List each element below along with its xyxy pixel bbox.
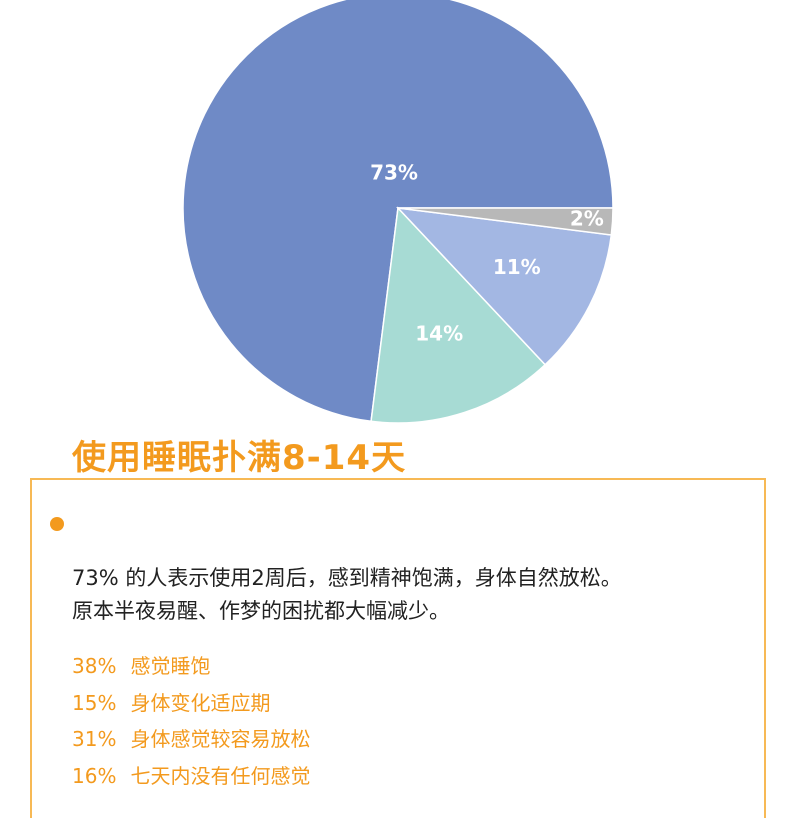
stat-label: 七天内没有任何感觉 [130,763,311,788]
pie-slice-3 [396,206,613,366]
stat-item: 16% 七天内没有任何感觉 [72,758,310,795]
stat-item: 38% 感觉睡饱 [72,648,310,685]
pie-slice-label-1: 73% [370,161,418,185]
summary-line-2: 原本半夜易醒、作梦的困扰都大幅减少。 [72,599,450,623]
stat-percent: 15% [72,690,117,715]
stat-label: 身体变化适应期 [130,690,271,715]
pie-slice-1 [182,0,614,423]
pie-slice-label-3: 11% [493,255,541,279]
stat-item: 15% 身体变化适应期 [72,685,310,722]
summary-text: 73% 的人表示使用2周后，感到精神饱满，身体自然放松。 原本半夜易醒、作梦的困… [72,562,622,628]
pie-slice-4 [397,207,614,236]
pie-slice-label-2: 14% [415,321,463,345]
pie-slice-label-4: 2% [570,206,604,230]
pie-chart: 73% 14% 11% 2% [182,0,614,424]
stat-item: 31% 身体感觉较容易放松 [72,721,310,758]
stat-percent: 16% [72,763,117,788]
info-box [30,478,766,818]
summary-line-1: 73% 的人表示使用2周后，感到精神饱满，身体自然放松。 [72,566,622,590]
stats-list: 38% 感觉睡饱 15% 身体变化适应期 31% 身体感觉较容易放松 16% 七天内没有… [72,648,310,794]
stat-label: 感觉睡饱 [130,654,211,678]
stat-percent: 31% [72,727,117,751]
section-heading: 使用睡眠扑满8-14天 [72,438,407,478]
stat-label: 身体感觉较容易放松 [130,727,311,751]
stat-percent: 38% [72,654,117,678]
bullet-dot-icon [50,517,64,531]
pie-slice-2 [370,206,547,424]
